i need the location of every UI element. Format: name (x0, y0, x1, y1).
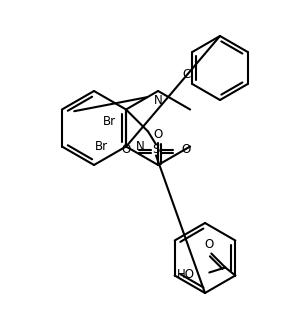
Text: S: S (152, 143, 160, 156)
Text: O: O (153, 128, 163, 142)
Text: N: N (136, 140, 145, 153)
Text: Br: Br (95, 140, 108, 153)
Text: O: O (205, 238, 214, 251)
Text: Br: Br (103, 115, 116, 128)
Text: O: O (181, 143, 191, 156)
Text: HO: HO (177, 268, 195, 281)
Text: O: O (121, 143, 131, 156)
Text: Cl: Cl (182, 68, 194, 80)
Text: N: N (154, 95, 163, 107)
